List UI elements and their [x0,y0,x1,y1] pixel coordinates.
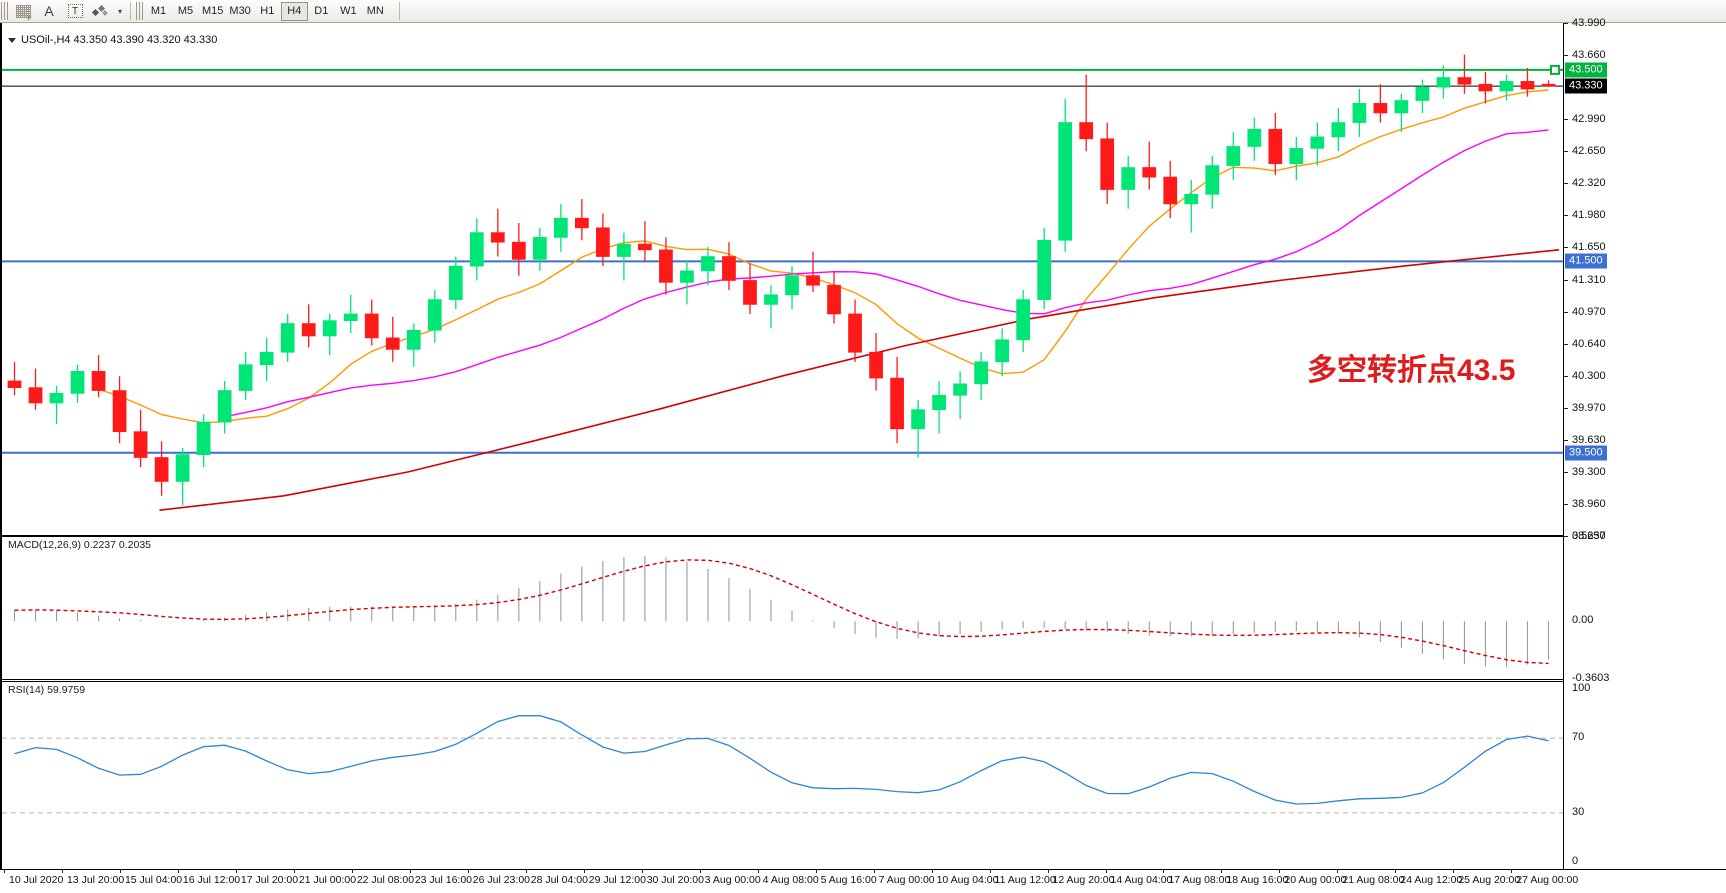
price-level-label[interactable]: 43.500 [1565,62,1607,78]
price-tick: 39.970 [1564,401,1606,414]
time-tick: 5 Aug 16:00 [815,869,877,886]
time-tick: 21 Jul 00:00 [293,869,357,886]
timeframe-d1[interactable]: D1 [314,5,329,17]
dropdown-caret-icon[interactable]: ▾ [117,6,122,16]
timeframe-m30[interactable]: M30 [229,5,251,17]
time-tick: 10 Aug 04:00 [931,869,999,886]
main-toolbar: A T ▾ M1 M5 M15 M30 H1 H4 D1 W1 MN [0,0,1726,23]
collapse-triangle-icon[interactable] [8,37,16,43]
price-tick: 42.990 [1564,112,1606,125]
timeframe-w1[interactable]: W1 [340,5,357,17]
shapes-icon[interactable] [88,1,114,21]
toolbar-separator [130,2,131,20]
time-tick: 21 Aug 08:00 [1337,869,1405,886]
price-tick: 38.960 [1564,498,1606,511]
price-tick: 42.650 [1564,145,1606,158]
symbol-label: USOil-,H4 43.350 43.390 43.320 43.330 [8,34,217,46]
time-tick: 20 Aug 00:00 [1279,869,1347,886]
plot-region[interactable]: USOil-,H4 43.350 43.390 43.320 43.330 多空… [0,23,1565,869]
price-level-label[interactable]: 41.500 [1565,253,1607,269]
price-axis[interactable]: 43.990 43.660 42.990 42.650 42.320 41.980 41.6… [1563,17,1726,869]
toolbar-separator-2 [398,2,400,20]
time-tick: 18 Aug 16:00 [1221,869,1289,886]
time-tick: 24 Aug 12:00 [1395,869,1463,886]
time-tick: 4 Aug 08:00 [757,869,819,886]
text-label-glyph: T [67,4,83,18]
chart-area[interactable]: USOil-,H4 43.350 43.390 43.320 43.330 多空… [0,17,1726,893]
timeframe-m5[interactable]: M5 [177,5,194,17]
price-tick: 39.630 [1564,434,1606,447]
timeframe-drag-handle[interactable] [136,2,143,20]
macd-label: MACD(12,26,9) 0.2237 0.2035 [8,539,152,551]
crosshair-grid-icon[interactable] [10,1,36,23]
rsi-tick: 30 [1572,805,1585,818]
time-tick: 12 Aug 20:00 [1047,869,1115,886]
time-tick: 14 Aug 04:00 [1105,869,1173,886]
timeframe-m15[interactable]: M15 [202,5,224,17]
time-tick: 27 Aug 00:00 [1511,869,1579,886]
price-tick: 38.630 [1564,530,1606,542]
macd-tick: 0.00 [1572,614,1594,627]
time-tick: 3 Aug 00:00 [699,869,761,886]
rsi-tick: 70 [1572,731,1585,744]
rsi-label: RSI(14) 59.9759 [8,684,86,696]
toolbar-drag-handle[interactable] [1,2,8,20]
chart-annotation: 多空转折点43.5 [1307,354,1516,387]
price-tick: 41.310 [1564,273,1606,286]
timeframe-m1[interactable]: M1 [150,5,167,17]
time-tick: 23 Jul 16:00 [409,869,473,886]
price-pane[interactable]: USOil-,H4 43.350 43.390 43.320 43.330 多空… [2,23,1565,536]
time-tick: 28 Jul 04:00 [525,869,588,886]
time-tick: 17 Aug 08:00 [1163,869,1231,886]
time-tick: 13 Jul 20:00 [61,869,125,886]
rsi-tick: 100 [1572,682,1591,694]
timeframe-mn[interactable]: MN [366,5,384,17]
macd-tick: 0.5257 [1572,530,1606,542]
time-tick: 25 Aug 20:00 [1453,869,1521,886]
macd-chart-svg [13,555,1550,667]
macd-tick: -0.3603 [1572,672,1610,684]
timeframe-h4[interactable]: H4 [280,1,308,21]
time-tick: 16 Jul 12:00 [177,869,241,886]
price-tick: 40.970 [1564,306,1606,319]
rsi-chart-svg [2,715,1565,814]
rsi-tick: 0 [1572,855,1579,867]
time-tick: 29 Jul 12:00 [583,869,646,886]
timeframe-h1[interactable]: H1 [260,5,275,17]
price-level-label[interactable]: 43.330 [1565,78,1607,94]
text-A-icon[interactable]: A [36,1,62,21]
time-tick: 26 Jul 23:00 [467,869,530,886]
macd-pane[interactable]: MACD(12,26,9) 0.2237 0.2035 [2,536,1565,680]
price-tick: 42.320 [1564,176,1606,189]
price-tick: 43.990 [1564,17,1606,29]
time-tick: 30 Jul 20:00 [641,869,704,886]
price-tick: 39.300 [1564,465,1606,478]
text-label-icon[interactable]: T [62,1,88,21]
price-level-label[interactable]: 39.500 [1565,445,1607,461]
time-axis[interactable]: 10 Jul 2020 13 Jul 20:00 15 Jul 04:00 16 Ju… [0,869,1726,893]
time-tick: 11 Aug 12:00 [989,869,1056,886]
text-A-glyph: A [44,3,54,19]
rsi-pane[interactable]: RSI(14) 59.9759 [2,681,1565,869]
symbol-text: USOil-,H4 43.350 43.390 43.320 43.330 [21,34,218,46]
price-tick: 40.640 [1564,337,1606,350]
time-tick: 7 Aug 00:00 [873,869,935,886]
time-tick: 17 Jul 20:00 [235,869,299,886]
price-tick: 43.660 [1564,48,1606,61]
price-chart-svg [2,54,1565,511]
price-tick: 41.650 [1564,240,1606,253]
time-tick: 10 Jul 2020 [3,869,64,886]
time-tick: 22 Jul 08:00 [351,869,415,886]
price-tick: 41.980 [1564,209,1606,222]
price-tick: 40.300 [1564,370,1606,383]
time-tick: 15 Jul 04:00 [119,869,183,886]
